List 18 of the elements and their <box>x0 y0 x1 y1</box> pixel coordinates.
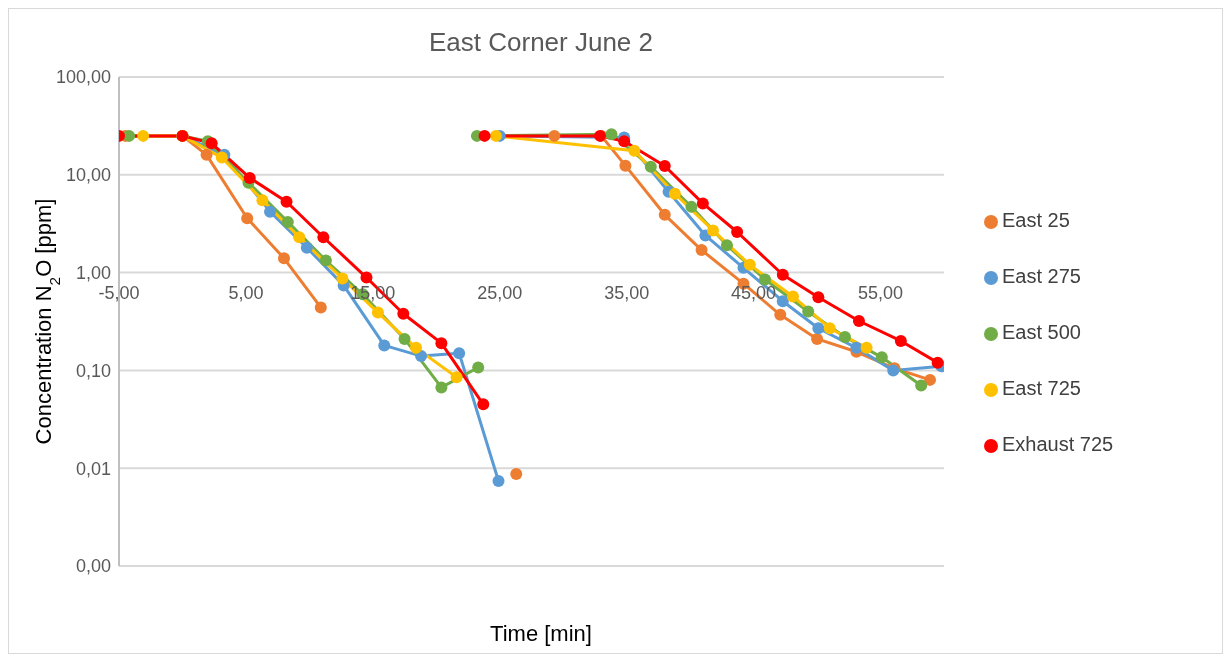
x-tick-label: 55,00 <box>858 282 904 303</box>
y-tick-label: 1,00 <box>75 262 111 283</box>
legend-label: East 725 <box>1002 377 1081 399</box>
y-tick-label: 0,00 <box>75 556 111 577</box>
x-tick-label: 35,00 <box>604 282 650 303</box>
legend-label: East 275 <box>1002 265 1081 287</box>
legend-label: East 500 <box>1002 321 1081 343</box>
y-tick-label: 0,01 <box>75 458 111 479</box>
legend-label: East 25 <box>1002 209 1070 231</box>
x-tick-label: 25,00 <box>477 282 523 303</box>
chart-title: East Corner June 2 <box>428 27 654 57</box>
y-tick-label: 100,00 <box>55 67 111 88</box>
x-tick-label: -5,00 <box>98 282 140 303</box>
legend-label: Exhaust 725 <box>1002 433 1114 455</box>
x-axis-title: Time [min] <box>490 621 592 646</box>
y-tick-label: 10,00 <box>65 165 111 186</box>
y-tick-label: 0,10 <box>75 360 111 381</box>
x-tick-label: 5,00 <box>228 282 264 303</box>
